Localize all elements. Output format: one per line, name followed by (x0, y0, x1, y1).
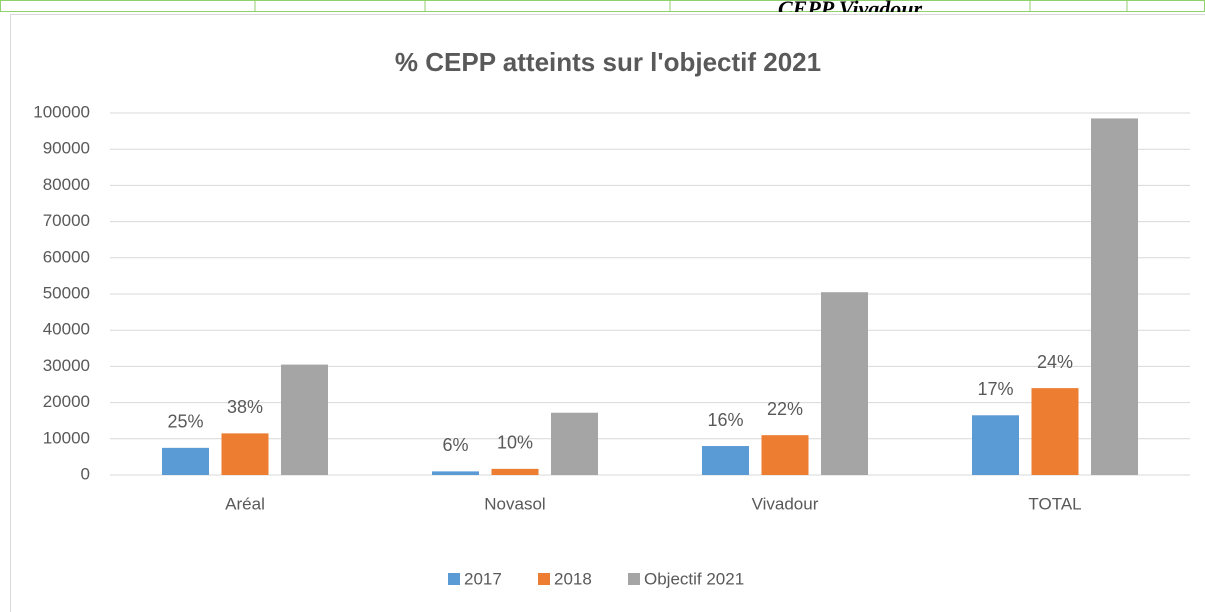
x-tick-label: Novasol (484, 494, 545, 513)
bar (551, 412, 598, 475)
legend-swatch (628, 573, 640, 585)
y-tick-label: 30000 (43, 356, 90, 375)
data-label: 24% (1037, 352, 1073, 372)
bar (972, 415, 1019, 475)
bar (1091, 118, 1138, 476)
legend-swatch (448, 573, 460, 585)
data-label: 25% (167, 412, 203, 432)
bar (432, 471, 479, 475)
bar (281, 364, 328, 475)
bar (491, 468, 539, 475)
data-label: 38% (227, 397, 263, 417)
y-tick-label: 0 (81, 464, 90, 483)
chart-title: % CEPP atteints sur l'objectif 2021 (395, 47, 821, 77)
y-tick-label: 10000 (43, 428, 90, 447)
y-tick-label: 60000 (43, 247, 90, 266)
legend-label: Objectif 2021 (644, 569, 744, 588)
y-tick-label: 70000 (43, 211, 90, 230)
y-tick-label: 100000 (33, 102, 90, 121)
bar (1031, 388, 1079, 475)
legend-swatch (538, 573, 550, 585)
legend-label: 2018 (554, 569, 592, 588)
cell-text: CEPP Vivadour (778, 0, 922, 21)
x-tick-label: Vivadour (752, 494, 819, 513)
y-tick-label: 50000 (43, 283, 90, 302)
y-tick-label: 20000 (43, 392, 90, 411)
bar (162, 447, 209, 475)
y-tick-label: 40000 (43, 320, 90, 339)
x-tick-label: TOTAL (1028, 494, 1081, 513)
data-label: 10% (497, 433, 533, 453)
data-label: 16% (707, 410, 743, 430)
data-label: 6% (442, 435, 468, 455)
bar (821, 292, 868, 475)
y-tick-label: 80000 (43, 175, 90, 194)
bar (761, 435, 809, 475)
bar (221, 433, 269, 475)
data-label: 22% (767, 399, 803, 419)
chart-frame (10, 14, 1205, 612)
data-label: 17% (977, 379, 1013, 399)
bar (702, 446, 749, 475)
legend-label: 2017 (464, 569, 502, 588)
table-row (0, 0, 1205, 12)
x-tick-label: Aréal (225, 494, 265, 513)
y-tick-label: 90000 (43, 139, 90, 158)
